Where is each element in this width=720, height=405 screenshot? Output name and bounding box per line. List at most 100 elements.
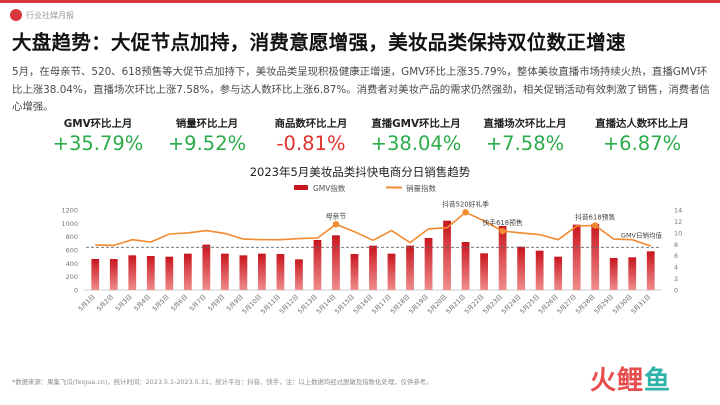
bar-gmv (146, 256, 155, 290)
kpi-label: 直播场次环比上月 (483, 118, 567, 130)
x-tick-label: 5月17日 (371, 293, 393, 315)
logo: 火 鲤 鱼 (590, 360, 670, 397)
kpi-value: +35.79% (52, 132, 144, 155)
x-tick-label: 5月28日 (575, 293, 597, 315)
x-tick-label: 5月5日 (151, 293, 170, 312)
logo-char: 鲤 (617, 366, 644, 396)
bar-gmv (220, 253, 229, 290)
kpi-gmv: GMV环比上月 +35.79% (38, 115, 158, 155)
bar-gmv (628, 257, 637, 290)
bar-gmv (424, 238, 433, 290)
legend-swatch-gmv (294, 185, 308, 190)
x-tick-label: 5月12日 (278, 293, 300, 315)
x-tick-label: 5月11日 (260, 293, 282, 315)
x-tick-label: 5月26日 (538, 293, 560, 315)
summary-paragraph: 5月，在母亲节、520、618预售等大促节点加持下，美妆品类呈现积极健康正增速，… (12, 66, 710, 113)
sales-trend-chart: GMV指数 销量指数 0 200 400 600 800 1000 1200 0 2 4 6 8 10 12 1… (61, 183, 682, 316)
top-accent-bar (0, 0, 720, 3)
annotation-label: 抖音618预售 (575, 212, 615, 221)
chart-title: 2023年5月美妆品类抖快电商分日销售趋势 (249, 165, 471, 179)
x-tick-label: 5月16日 (352, 293, 374, 315)
bar-gmv (91, 259, 100, 290)
x-tick-label: 5月25日 (519, 293, 541, 315)
page-title: 大盘趋势：大促节点加持，消费意愿增强，美妆品类保持双位数正增速 (12, 31, 626, 54)
y-left-tick-label: 400 (66, 260, 78, 268)
x-tick-label: 5月20日 (426, 293, 448, 315)
y-left-tick-label: 600 (66, 247, 78, 255)
bar-gmv (646, 251, 655, 290)
x-tick-label: 5月22日 (463, 293, 485, 315)
y-left-tick-label: 1200 (61, 207, 78, 215)
line-sales-index (95, 211, 651, 247)
x-tick-label: 5月2日 (96, 293, 115, 312)
x-tick-label: 5月13日 (297, 293, 319, 315)
x-tick-label: 5月30日 (612, 293, 634, 315)
x-tick-label: 5月24日 (500, 293, 522, 315)
x-tick-label: 5月3日 (114, 293, 133, 312)
logo-char: 火 (590, 366, 617, 396)
x-tick-label: 5月15日 (334, 293, 356, 315)
bar-gmv (517, 246, 526, 290)
bar-gmv (369, 245, 377, 290)
annotation-marker (462, 209, 469, 216)
kpi-live-creators: 直播达人数环比上月 +6.87% (572, 115, 712, 155)
kpi-value: -0.81% (276, 132, 346, 155)
kpi-row: GMV环比上月 +35.79% 销量环比上月 +9.52% 商品数环比上月 -0… (0, 115, 720, 157)
bar-gmv (572, 224, 581, 290)
kpi-label: 商品数环比上月 (274, 118, 348, 130)
x-tick-label: 5月7日 (189, 293, 208, 312)
reference-line-label: GMV日销均值 (621, 230, 663, 239)
x-tick-label: 5月27日 (556, 293, 578, 315)
kpi-sales: 销量环比上月 +9.52% (152, 115, 262, 155)
annotation-marker (332, 221, 340, 228)
annotation-label: 抖音520好礼季 (442, 199, 489, 208)
bar-gmv (498, 226, 507, 290)
bar-gmv (591, 224, 600, 290)
kpi-products: 商品数环比上月 -0.81% (256, 115, 366, 155)
bar-gmv (461, 242, 470, 290)
x-tick-label: 5月1日 (77, 293, 96, 312)
brand-header: 行业社媒月报 (10, 9, 74, 21)
y-right-tick-label: 8 (674, 241, 678, 249)
bar-gmv (313, 240, 322, 290)
bar-gmv (609, 258, 618, 290)
bar-gmv (406, 245, 414, 290)
y-right-tick-label: 14 (674, 207, 682, 215)
annotation-label: 母亲节 (326, 211, 347, 220)
bar-gmv (535, 250, 544, 290)
bar-gmv (165, 256, 174, 290)
kpi-value: +9.52% (167, 132, 247, 155)
y-right-tick-label: 2 (674, 275, 678, 283)
y-right-tick-label: 4 (674, 264, 678, 272)
x-tick-label: 5月23日 (482, 293, 504, 315)
bar-gmv (109, 259, 118, 290)
kpi-value: +6.87% (602, 132, 682, 155)
x-tick-label: 5月31日 (630, 293, 652, 315)
legend-label-sales: 销量指数 (406, 183, 436, 193)
y-right-tick-label: 10 (674, 229, 682, 237)
footnote: *数据来源：果集飞瓜(feigua.cn)，统计时间：2023.5.1-2023… (12, 378, 433, 386)
x-tick-label: 5月8日 (207, 293, 226, 312)
x-tick-label: 5月19日 (408, 293, 430, 315)
kpi-live-sessions: 直播场次环比上月 +7.58% (460, 115, 590, 155)
annotation-label: 快手618预售 (483, 218, 523, 227)
y-left-tick-label: 200 (66, 273, 78, 281)
kpi-label: 销量环比上月 (175, 118, 239, 130)
kpi-label: 直播GMV环比上月 (371, 118, 461, 130)
x-tick-label: 5月4日 (133, 293, 152, 312)
y-left-tick-label: 1000 (61, 220, 78, 228)
kpi-label: GMV环比上月 (63, 118, 133, 130)
y-right-tick-label: 0 (674, 287, 678, 295)
y-left-tick-label: 800 (66, 233, 78, 241)
x-tick-label: 5月18日 (389, 293, 411, 315)
bar-gmv (276, 254, 285, 290)
brand-logo-icon (10, 9, 22, 21)
logo-char: 鱼 (644, 366, 671, 396)
kpi-value: +7.58% (485, 132, 565, 155)
x-tick-label: 5月29日 (593, 293, 615, 315)
bar-gmv (350, 254, 359, 290)
legend-label-gmv: GMV指数 (313, 183, 346, 193)
annotation-marker (499, 227, 506, 235)
bar-gmv (554, 256, 563, 290)
kpi-label: 直播达人数环比上月 (595, 118, 689, 130)
